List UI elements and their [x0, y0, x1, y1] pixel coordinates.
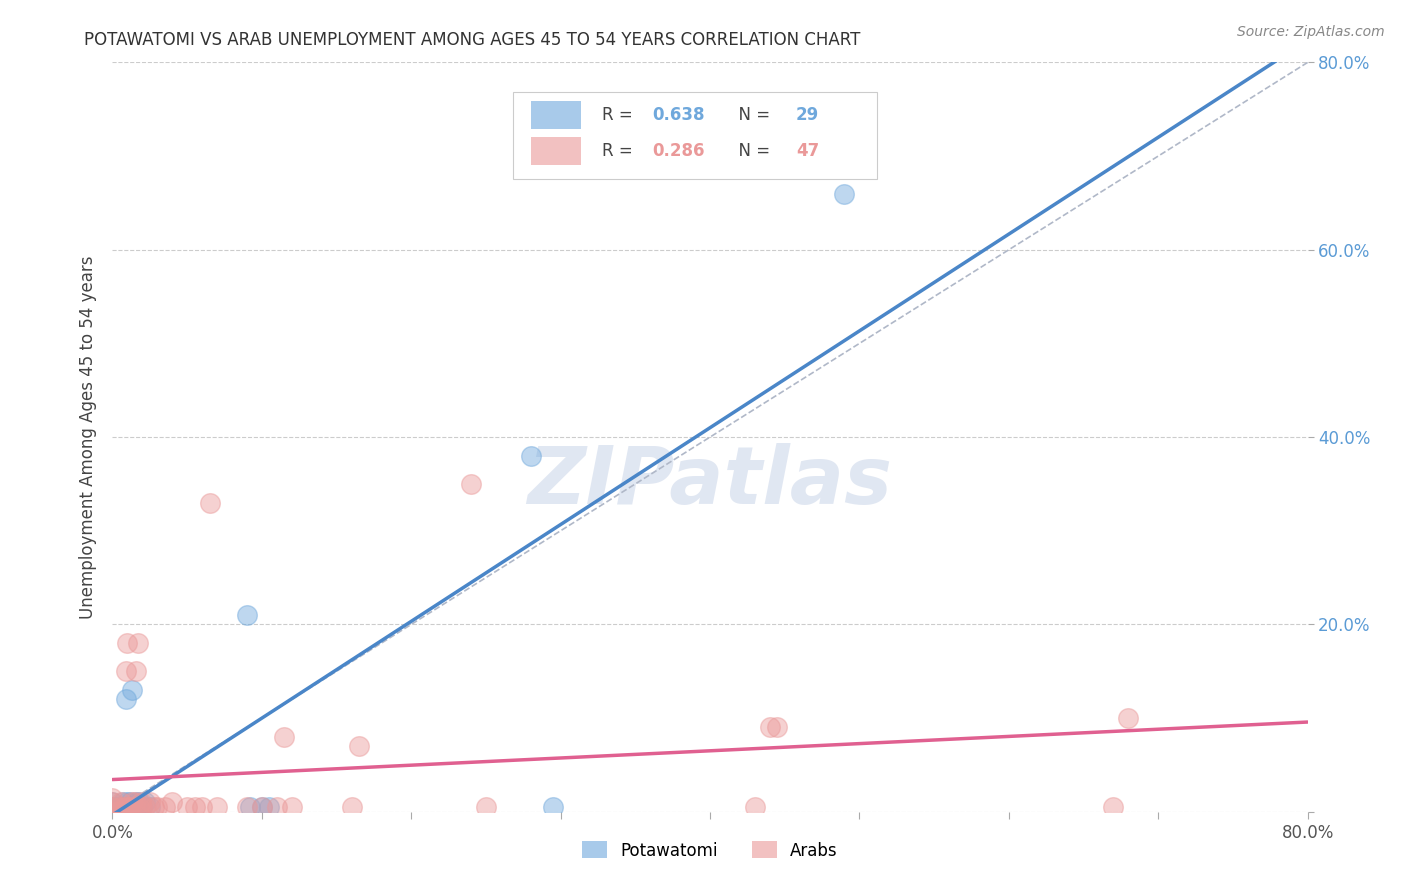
Point [759, 721, 782, 735]
Point [114, 805, 135, 819]
Point [250, 800, 273, 814]
Point [183, 800, 205, 814]
Point [115, 664, 138, 679]
Text: 29: 29 [796, 106, 820, 124]
Point [475, 800, 498, 814]
Text: 0.286: 0.286 [652, 142, 706, 160]
Y-axis label: Unemployment Among Ages 45 to 54 years: Unemployment Among Ages 45 to 54 years [79, 255, 97, 619]
Point [108, 805, 131, 819]
Point [129, 796, 152, 810]
Point [105, 805, 128, 819]
Point [104, 805, 127, 819]
FancyBboxPatch shape [531, 136, 581, 165]
Point [108, 805, 131, 819]
Point [128, 800, 150, 814]
Text: N =: N = [728, 142, 775, 160]
Point [347, 739, 370, 753]
Point [205, 800, 228, 814]
Point [101, 796, 124, 810]
Text: ZIPatlas: ZIPatlas [527, 443, 893, 521]
Text: N =: N = [728, 106, 775, 124]
Point [1118, 711, 1140, 725]
Point [128, 796, 150, 810]
Point [127, 800, 149, 814]
Text: Source: ZipAtlas.com: Source: ZipAtlas.com [1237, 25, 1385, 39]
Point [114, 800, 135, 814]
Point [124, 800, 146, 814]
Point [124, 800, 146, 814]
Point [101, 796, 124, 810]
FancyBboxPatch shape [531, 101, 581, 129]
Point [125, 664, 148, 679]
Point [146, 800, 169, 814]
Point [111, 796, 134, 810]
Point [139, 796, 162, 810]
Point [117, 796, 139, 810]
Point [101, 790, 124, 805]
Point [281, 800, 304, 814]
Point [340, 800, 363, 814]
Point [744, 800, 766, 814]
Point [101, 805, 124, 819]
Point [1102, 800, 1125, 814]
Text: POTAWATOMI VS ARAB UNEMPLOYMENT AMONG AGES 45 TO 54 YEARS CORRELATION CHART: POTAWATOMI VS ARAB UNEMPLOYMENT AMONG AG… [84, 31, 860, 49]
Point [108, 800, 131, 814]
Text: 0.638: 0.638 [652, 106, 706, 124]
Point [117, 800, 139, 814]
Point [117, 636, 139, 650]
Legend: Potawatomi, Arabs: Potawatomi, Arabs [582, 841, 838, 860]
Point [120, 800, 142, 814]
FancyBboxPatch shape [513, 93, 877, 178]
Point [153, 800, 176, 814]
Point [134, 796, 156, 810]
Point [191, 800, 214, 814]
Text: R =: R = [603, 142, 638, 160]
Point [111, 805, 134, 819]
Text: 47: 47 [796, 142, 820, 160]
Point [101, 800, 124, 814]
Point [131, 800, 153, 814]
Point [250, 800, 273, 814]
Point [198, 496, 221, 510]
Point [520, 449, 543, 463]
Point [236, 800, 259, 814]
Point [105, 800, 128, 814]
Point [124, 796, 146, 810]
Text: R =: R = [603, 106, 638, 124]
Point [110, 796, 132, 810]
Point [115, 692, 138, 706]
Point [114, 800, 135, 814]
Point [273, 730, 295, 744]
Point [134, 800, 156, 814]
Point [162, 796, 183, 810]
Point [117, 800, 139, 814]
Point [143, 800, 166, 814]
Point [127, 636, 149, 650]
Point [110, 800, 132, 814]
Point [236, 608, 259, 623]
Point [120, 796, 142, 810]
Point [834, 186, 856, 201]
Point [239, 800, 262, 814]
Point [101, 805, 124, 819]
Point [121, 796, 143, 810]
Point [176, 800, 198, 814]
Point [266, 800, 288, 814]
Point [766, 721, 789, 735]
Point [139, 800, 162, 814]
Point [131, 800, 153, 814]
Point [541, 800, 564, 814]
Point [460, 476, 482, 491]
Point [121, 683, 143, 698]
Point [125, 796, 148, 810]
Point [101, 800, 124, 814]
Point [259, 800, 281, 814]
